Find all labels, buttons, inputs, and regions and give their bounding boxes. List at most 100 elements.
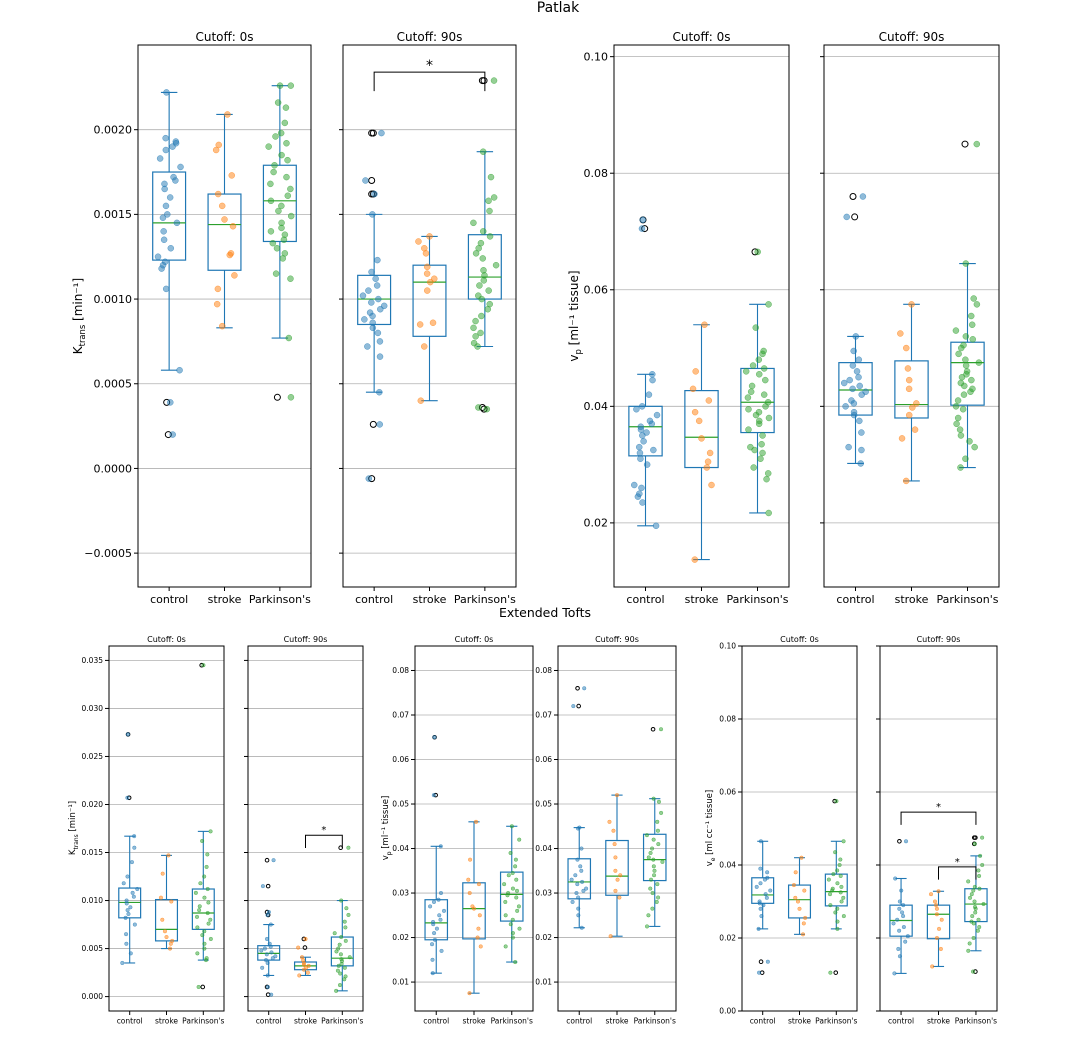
data-point <box>957 432 965 439</box>
y-tick-label: 0.06 <box>535 755 552 764</box>
iqr-box <box>191 888 215 930</box>
box-control: control <box>566 685 592 1025</box>
data-point <box>648 886 653 891</box>
data-point <box>432 937 438 942</box>
x-tick-label: control <box>566 1016 592 1025</box>
data-point <box>472 333 479 340</box>
data-point <box>803 915 808 920</box>
data-point <box>760 365 768 372</box>
data-point <box>655 828 660 833</box>
data-point <box>129 860 135 865</box>
data-point <box>905 376 913 384</box>
data-point <box>339 961 344 966</box>
data-point <box>128 951 133 956</box>
outlier-marker <box>265 883 271 889</box>
data-point <box>962 362 970 369</box>
data-point <box>582 686 587 691</box>
tofts-ve-chart: ve [ml cc⁻¹ tissue]0.000.020.040.060.080… <box>705 635 998 1025</box>
data-point <box>287 185 294 193</box>
data-point <box>513 959 518 965</box>
data-point <box>830 888 835 893</box>
outlier-marker <box>200 984 206 990</box>
data-point <box>758 440 765 448</box>
data-point <box>420 343 428 350</box>
data-point <box>346 912 351 917</box>
data-point <box>898 435 906 442</box>
data-point <box>899 888 904 893</box>
data-point <box>471 906 477 911</box>
data-point <box>121 881 126 886</box>
iqr-box <box>740 367 775 434</box>
data-point <box>202 874 207 879</box>
data-point <box>166 853 171 858</box>
data-point <box>967 895 973 900</box>
data-point <box>337 983 343 988</box>
data-point <box>828 970 833 975</box>
x-tick-label: Parkinson's <box>727 593 789 606</box>
data-point <box>703 464 711 471</box>
data-point <box>959 405 967 413</box>
data-point <box>574 890 579 896</box>
data-point <box>267 180 274 188</box>
data-point <box>125 795 130 800</box>
tofts-ktrans-panel-1: 0.000 0.005 0.010 0.015 0.020 0.025 0.030 0.035… <box>82 635 225 1025</box>
data-point <box>343 925 348 930</box>
data-point <box>221 216 228 223</box>
data-point <box>960 391 968 398</box>
data-point <box>635 443 643 451</box>
data-point <box>476 282 483 289</box>
tofts-ve-ylabel: ve [ml cc⁻¹ tissue] <box>705 790 717 866</box>
data-point <box>343 938 348 943</box>
box-stroke: stroke <box>787 855 811 1025</box>
data-point <box>901 914 906 919</box>
data-point <box>195 925 200 930</box>
data-point <box>301 967 307 972</box>
panel-title: Cutoff: 90s <box>917 635 961 644</box>
y-tick-label: −0.0005 <box>84 547 132 560</box>
data-point <box>842 403 849 410</box>
data-point <box>956 426 964 433</box>
data-point <box>492 261 500 269</box>
data-point <box>296 945 301 950</box>
data-point <box>755 420 763 428</box>
data-point <box>656 799 662 804</box>
outlier-marker <box>833 970 839 975</box>
data-point <box>833 910 838 915</box>
outlier-marker <box>273 393 281 401</box>
data-point <box>274 99 282 106</box>
data-point <box>639 216 647 224</box>
box-control: control <box>750 839 776 1025</box>
data-point <box>765 959 770 964</box>
data-point <box>423 287 431 294</box>
data-point <box>904 365 912 372</box>
data-point <box>200 933 205 938</box>
data-point <box>436 897 441 902</box>
data-point <box>905 411 913 419</box>
data-point <box>954 414 962 422</box>
data-point <box>658 727 664 732</box>
data-point <box>212 146 220 154</box>
data-point <box>162 285 170 293</box>
data-point <box>287 275 294 282</box>
patlak-vp-panel-1: 0.02 0.04 0.06 0.08 0.10 Cutoff: 0s control str… <box>584 30 790 606</box>
data-point <box>285 334 293 342</box>
data-point <box>768 888 773 893</box>
data-point <box>270 168 277 176</box>
data-point <box>934 903 939 908</box>
data-point <box>517 837 522 842</box>
data-point <box>896 946 901 952</box>
data-point <box>439 948 444 953</box>
data-point <box>160 871 165 876</box>
data-point <box>156 155 164 162</box>
data-point <box>934 906 940 911</box>
data-point <box>125 732 130 737</box>
iqr-box <box>964 888 988 923</box>
data-point <box>749 362 757 369</box>
data-point <box>215 141 223 149</box>
box-stroke: stroke <box>462 819 486 1025</box>
data-point <box>758 866 763 871</box>
data-point <box>751 446 758 454</box>
data-point <box>895 917 900 922</box>
data-point <box>973 906 978 911</box>
x-tick-label: stroke <box>155 1016 178 1025</box>
